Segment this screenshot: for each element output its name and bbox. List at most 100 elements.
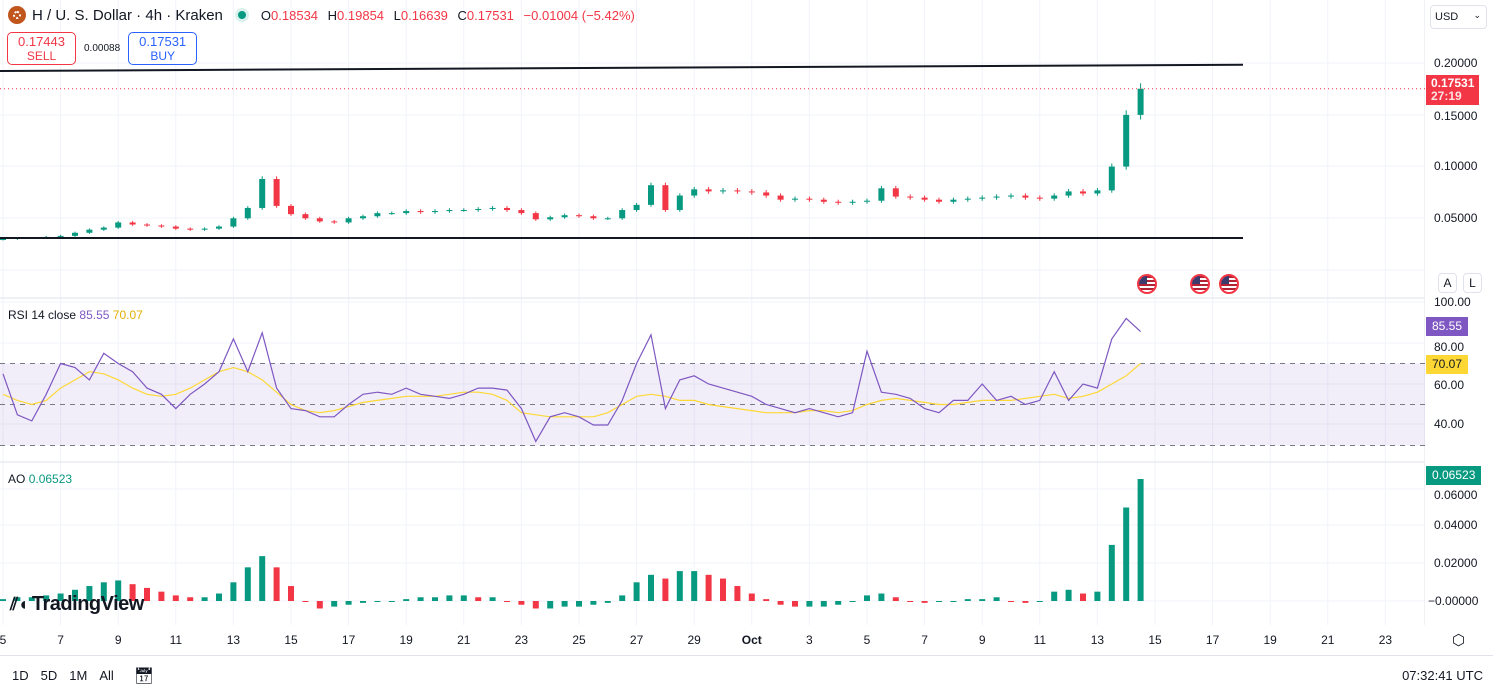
ao-bar bbox=[979, 599, 986, 601]
candle bbox=[792, 198, 798, 200]
log-scale-button[interactable]: L bbox=[1463, 273, 1482, 293]
candle bbox=[806, 198, 813, 200]
ao-bar bbox=[1008, 601, 1014, 602]
ao-bar bbox=[144, 587, 150, 601]
candle bbox=[547, 217, 554, 220]
candle bbox=[288, 205, 294, 215]
ao-bar bbox=[129, 584, 136, 601]
ao-bar bbox=[691, 571, 698, 601]
us-event-flag-icon[interactable] bbox=[1137, 274, 1157, 294]
candle bbox=[187, 228, 194, 230]
candle bbox=[432, 211, 438, 213]
ao-bar bbox=[1080, 593, 1086, 601]
time-tick: 21 bbox=[457, 633, 471, 647]
range-1d[interactable]: 1D bbox=[12, 668, 29, 683]
ao-bar bbox=[446, 595, 453, 601]
settings-icon[interactable]: ⬡ bbox=[1452, 632, 1466, 649]
candle bbox=[1008, 195, 1014, 197]
time-tick: 17 bbox=[341, 633, 356, 647]
ao-bar bbox=[216, 593, 222, 601]
buy-button[interactable]: 0.17531 BUY bbox=[128, 32, 198, 65]
time-tick: 13 bbox=[1090, 633, 1105, 647]
ao-bar bbox=[676, 571, 683, 601]
rsi-tick: 60.00 bbox=[1434, 378, 1465, 392]
ao-bar bbox=[576, 601, 582, 607]
range-5d[interactable]: 5D bbox=[40, 668, 58, 683]
time-tick: 7 bbox=[921, 633, 928, 647]
candle bbox=[1036, 197, 1043, 199]
candle bbox=[878, 188, 885, 201]
ao-bar bbox=[504, 601, 510, 602]
ao-bar bbox=[763, 599, 770, 601]
candle bbox=[201, 228, 208, 230]
candle bbox=[763, 192, 770, 196]
rsi-ma-line bbox=[2, 362, 1141, 418]
clock[interactable]: 07:32:41 UTC bbox=[1402, 668, 1483, 683]
ao-bar bbox=[100, 582, 107, 601]
candle bbox=[259, 179, 266, 208]
currency-select[interactable]: USD ⌄ bbox=[1430, 5, 1487, 29]
candle bbox=[619, 210, 626, 219]
ao-legend[interactable]: AO 0.06523 bbox=[8, 472, 73, 486]
sell-button[interactable]: 0.17443 SELL bbox=[7, 32, 76, 65]
candle bbox=[417, 211, 424, 213]
candle bbox=[936, 199, 942, 202]
symbol-legend: H / U. S. Dollar · 4h · Kraken O0.18534 … bbox=[8, 6, 641, 24]
ao-bar bbox=[993, 597, 1000, 601]
ao-bar bbox=[720, 578, 726, 601]
ao-bar bbox=[1123, 507, 1130, 601]
symbol-title[interactable]: H / U. S. Dollar · 4h · Kraken bbox=[32, 6, 223, 24]
chart-canvas[interactable] bbox=[0, 0, 1425, 625]
auto-scale-button[interactable]: A bbox=[1438, 273, 1457, 293]
bar-countdown: 27:19 bbox=[1431, 89, 1462, 103]
ao-bar bbox=[432, 597, 438, 601]
candle bbox=[993, 196, 1000, 198]
trade-panel: 0.17443 SELL 0.00088 0.17531 BUY bbox=[7, 32, 198, 65]
candle bbox=[705, 189, 712, 192]
time-tick: 19 bbox=[399, 633, 413, 647]
range-1m[interactable]: 1M bbox=[69, 668, 88, 683]
ao-bar bbox=[288, 586, 294, 601]
date-range-calendar-icon[interactable]: 📅︎ bbox=[133, 667, 155, 685]
market-status-icon[interactable] bbox=[234, 8, 249, 22]
candle bbox=[979, 197, 986, 199]
candle bbox=[72, 232, 78, 236]
candle bbox=[720, 190, 726, 192]
ao-bar bbox=[820, 601, 827, 607]
ao-tick: 0.02000 bbox=[1434, 556, 1478, 570]
candle bbox=[302, 214, 309, 219]
candle bbox=[518, 210, 525, 214]
tradingview-watermark[interactable]: ⫽◖ TradingView bbox=[10, 593, 144, 615]
us-event-flag-icon[interactable] bbox=[1219, 274, 1239, 294]
candle bbox=[244, 207, 251, 219]
ao-bar bbox=[57, 593, 64, 601]
rsi-legend[interactable]: RSI 14 close 85.55 70.07 bbox=[8, 308, 143, 322]
price-tick: 0.15000 bbox=[1434, 109, 1478, 123]
candle bbox=[1137, 88, 1144, 115]
ao-bar bbox=[388, 601, 395, 602]
range-all[interactable]: All bbox=[99, 668, 114, 683]
candle bbox=[561, 215, 568, 218]
candle bbox=[403, 211, 410, 214]
ao-bar bbox=[648, 574, 654, 601]
us-event-flag-icon[interactable] bbox=[1190, 274, 1210, 294]
time-tick: 23 bbox=[514, 633, 529, 647]
candle bbox=[1123, 114, 1130, 167]
ao-bar bbox=[417, 597, 424, 601]
candle bbox=[158, 225, 165, 227]
ao-bar bbox=[86, 586, 93, 601]
candle bbox=[748, 191, 755, 193]
ao-bar bbox=[705, 574, 712, 601]
ao-bar bbox=[244, 567, 251, 601]
candle bbox=[590, 216, 597, 219]
candle bbox=[374, 213, 381, 217]
candle bbox=[1108, 166, 1115, 191]
candle bbox=[0, 238, 6, 240]
candle bbox=[1080, 191, 1086, 194]
candle bbox=[489, 207, 496, 209]
time-tick: 27 bbox=[629, 633, 644, 647]
time-tick: 7 bbox=[57, 633, 64, 647]
rsi-tick: 80.00 bbox=[1434, 340, 1465, 354]
time-tick: 13 bbox=[226, 633, 241, 647]
candle bbox=[230, 218, 237, 227]
